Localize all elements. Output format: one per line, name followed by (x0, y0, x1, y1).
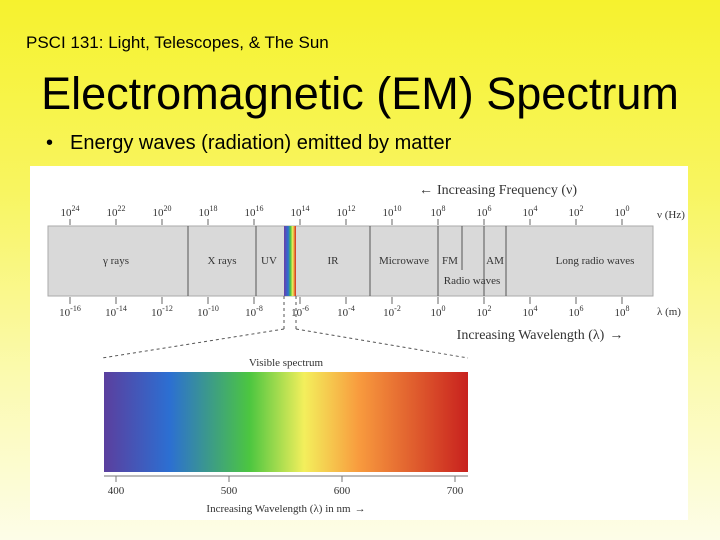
frequency-tick-label: 1016 (245, 204, 264, 219)
visible-tick-label: 500 (221, 485, 238, 497)
band-label-gamma: γ rays (102, 255, 129, 267)
band-label-xray: X rays (207, 255, 236, 267)
bullet-text: Energy waves (radiation) emitted by matt… (70, 132, 452, 154)
frequency-unit-label: ν (Hz) (657, 209, 685, 221)
course-title: PSCI 131: Light, Telescopes, & The Sun (26, 33, 329, 52)
wavelength-tick-label: 104 (523, 304, 538, 319)
bullet-item: • Energy waves (radiation) emitted by mat… (46, 132, 451, 155)
band-label-fm: FM (442, 255, 458, 267)
band-label-microwave: Microwave (379, 255, 429, 267)
wavelength-tick-label: 106 (569, 304, 584, 319)
visible-band-rainbow (284, 226, 296, 296)
visible-spectrum-label: Visible spectrum (249, 357, 324, 369)
visible-ticks: 400 500 600 700 (108, 476, 464, 497)
visible-tick-label: 400 (108, 485, 125, 497)
wavelength-tick-label: 10-16 (59, 304, 81, 319)
frequency-axis-label: ← Increasing Frequency (ν) (419, 183, 577, 198)
frequency-tick-label: 1024 (61, 204, 80, 219)
slide-title: Electromagnetic (EM) Spectrum (41, 68, 679, 119)
wavelength-tick-label: 100 (431, 304, 446, 319)
frequency-tick-label: 1012 (337, 204, 356, 219)
zoom-line-left (101, 328, 285, 359)
frequency-tick-label: 102 (569, 204, 584, 219)
wavelength-tick-label: 10-6 (291, 304, 309, 319)
frequency-tick-label: 1010 (383, 204, 402, 219)
zoom-line-right (295, 328, 469, 359)
wavelength-tick-label: 108 (615, 304, 630, 319)
frequency-tick-label: 1022 (107, 204, 126, 219)
visible-tick-label: 600 (334, 485, 351, 497)
wavelength-tick-label: 102 (477, 304, 492, 319)
wavelength-unit-label: λ (m) (657, 306, 681, 318)
band-strip (47, 225, 654, 297)
frequency-tick-label: 1018 (199, 204, 218, 219)
wavelength-tick-label: 10-8 (245, 304, 263, 319)
band-label-ir: IR (328, 255, 340, 267)
em-spectrum-figure: ← Increasing Frequency (ν) 1024 1022 1020 10… (30, 166, 688, 520)
frequency-tick-label: 104 (523, 204, 538, 219)
frequency-tick-label: 100 (615, 204, 630, 219)
wavelength-axis-label: Increasing Wavelength (λ) → (457, 328, 624, 343)
visible-tick-label: 700 (447, 485, 464, 497)
band-label-am: AM (486, 255, 504, 267)
band-label-radio-waves: Radio waves (444, 275, 501, 287)
visible-axis-label: Increasing Wavelength (λ) in nm → (206, 503, 365, 515)
bullet-dot: • (46, 132, 54, 154)
frequency-tick-label: 108 (431, 204, 446, 219)
frequency-ticks: 1024 1022 1020 1018 1016 1014 1012 1010 108 106 10… (61, 204, 630, 225)
frequency-tick-label: 1020 (153, 204, 172, 219)
wavelength-tick-label: 10-10 (197, 304, 219, 319)
wavelength-ticks: 10-16 10-14 10-12 10-10 10-8 10-6 10-4 10-2 100 1… (59, 297, 630, 319)
wavelength-tick-label: 10-2 (383, 304, 401, 319)
frequency-tick-label: 106 (477, 204, 492, 219)
frequency-tick-label: 1014 (291, 204, 310, 219)
wavelength-tick-label: 10-14 (105, 304, 127, 319)
wavelength-tick-label: 10-12 (151, 304, 173, 319)
em-spectrum-diagram: ← Increasing Frequency (ν) 1024 1022 1020 10… (30, 166, 688, 520)
wavelength-tick-label: 10-4 (337, 304, 355, 319)
visible-spectrum-bar (104, 372, 468, 472)
band-label-long-radio: Long radio waves (556, 255, 635, 267)
band-label-uv: UV (261, 255, 277, 267)
